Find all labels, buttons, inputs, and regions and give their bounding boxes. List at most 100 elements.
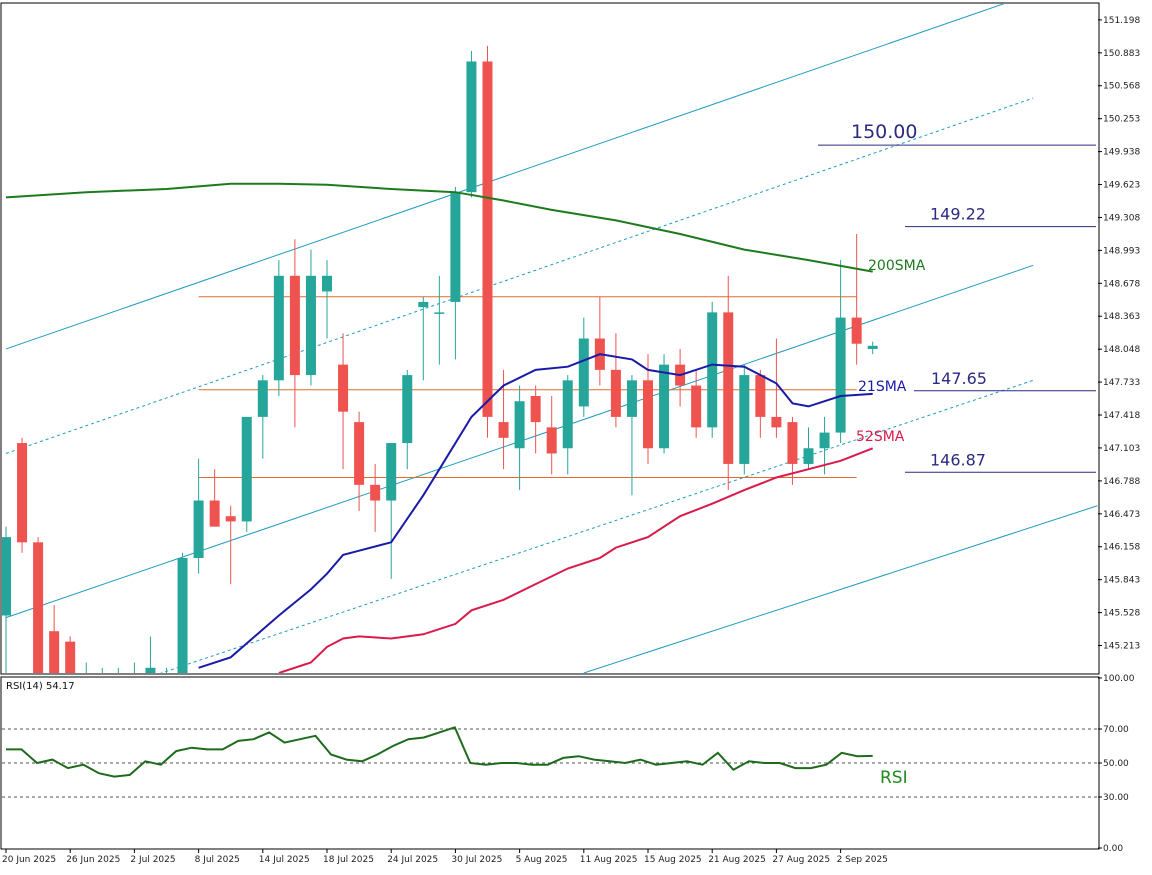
candle-body [209,500,220,527]
level-label-4: 146.87 [930,450,986,469]
channel-lower-mid-line [160,379,1034,673]
price-tick-label: 150.883 [1103,49,1140,59]
price-tick-label: 148.993 [1103,246,1140,256]
candle-body [739,375,750,464]
date-tick-label: 26 Jun 2025 [66,855,120,865]
price-plot-area [2,4,1098,673]
candle-body [402,375,413,444]
candle-body [626,380,637,417]
level-label-2: 149.22 [930,205,986,224]
candle-body [177,558,188,673]
ma-label-1: 200SMA [868,258,926,274]
candle-body [562,380,573,449]
date-tick-label: 27 Aug 2025 [772,855,830,865]
candle-body [530,395,541,423]
date-tick-label: 2 Jul 2025 [130,855,175,865]
candle-body [354,422,365,485]
price-tick-label: 150.253 [1103,115,1140,125]
candle-body [835,317,846,433]
price-tick-label: 148.048 [1103,345,1140,355]
channel-upper-line [5,4,1005,350]
price-tick-label: 145.528 [1103,609,1140,619]
date-tick-label: 11 Aug 2025 [580,855,638,865]
candle-body [514,401,525,449]
price-tick-label: 145.843 [1103,576,1140,586]
candle-body [241,416,252,522]
candle-body [482,61,493,417]
candle-body [225,516,236,522]
price-tick-label: 147.733 [1103,378,1140,388]
rsi-tick-label: 70.00 [1103,725,1129,735]
candle-body [819,432,830,449]
rsi-tick-label: 50.00 [1103,759,1129,769]
candle-body [755,375,766,417]
price-tick-label: 146.473 [1103,510,1140,520]
date-tick-label: 18 Jul 2025 [323,855,374,865]
date-tick-label: 21 Aug 2025 [708,855,766,865]
candle-body [691,385,702,428]
candle-body [498,422,509,438]
candle-body [418,301,429,308]
sma200-line [5,182,873,273]
ma-label-3: 52SMA [856,429,905,445]
candle-body [338,364,349,412]
price-tick-label: 149.623 [1103,181,1140,191]
candle-body [787,422,798,464]
sma52-line [278,447,874,673]
candle-body [33,542,44,673]
date-tick-label: 20 Jun 2025 [2,855,56,865]
candle-body [65,641,76,673]
candle-body [546,427,557,454]
candle-body [450,192,461,302]
candle-body [193,500,204,559]
price-tick-label: 149.938 [1103,148,1140,158]
date-tick-label: 24 Jul 2025 [387,855,438,865]
level-label-1: 150.00 [851,121,917,143]
candle-body [305,275,316,376]
candle-body [49,631,60,673]
channel-bottom-line [583,505,1098,673]
candle-body [466,61,477,193]
price-tick-label: 148.678 [1103,279,1140,289]
sma21-line [198,353,873,669]
candle-body [707,312,718,428]
ma-label-2: 21SMA [858,379,907,395]
date-tick-label: 5 Aug 2025 [516,855,568,865]
candle-body [867,345,878,349]
candle-body [370,484,381,501]
candle-body [145,667,156,673]
rsi-title: RSI(14) 54.17 [6,681,75,692]
rsi-line [6,726,873,778]
price-tick-label: 147.103 [1103,444,1140,454]
channel-mid-line [5,97,1034,454]
rsi-tick-label: 0.00 [1103,844,1123,854]
date-tick-label: 8 Jul 2025 [195,855,240,865]
candle-body [803,448,814,464]
price-tick-label: 145.213 [1103,642,1140,652]
rsi-tick-label: 30.00 [1103,793,1129,803]
candle-body [578,338,589,407]
candle-body [273,275,284,381]
price-pane-frame [0,2,1100,675]
candle-body [17,443,28,543]
date-tick-label: 15 Aug 2025 [644,855,702,865]
level-label-3: 147.65 [931,369,987,388]
date-tick-label: 2 Sep 2025 [837,855,888,865]
candle-body [2,537,11,616]
date-tick-label: 14 Jul 2025 [259,855,310,865]
candle-body [851,317,862,344]
price-tick-label: 151.198 [1103,16,1140,26]
candle-body [289,275,300,376]
rsi-label: RSI [880,768,908,788]
candle-body [643,380,653,449]
candle-body [386,443,397,501]
price-tick-label: 149.308 [1103,213,1140,223]
candle-body [771,416,782,428]
candle-body [322,275,332,292]
price-tick-label: 146.158 [1103,543,1140,553]
candle-body [610,369,621,417]
date-tick-label: 30 Jul 2025 [451,855,502,865]
candle-body [257,380,268,417]
